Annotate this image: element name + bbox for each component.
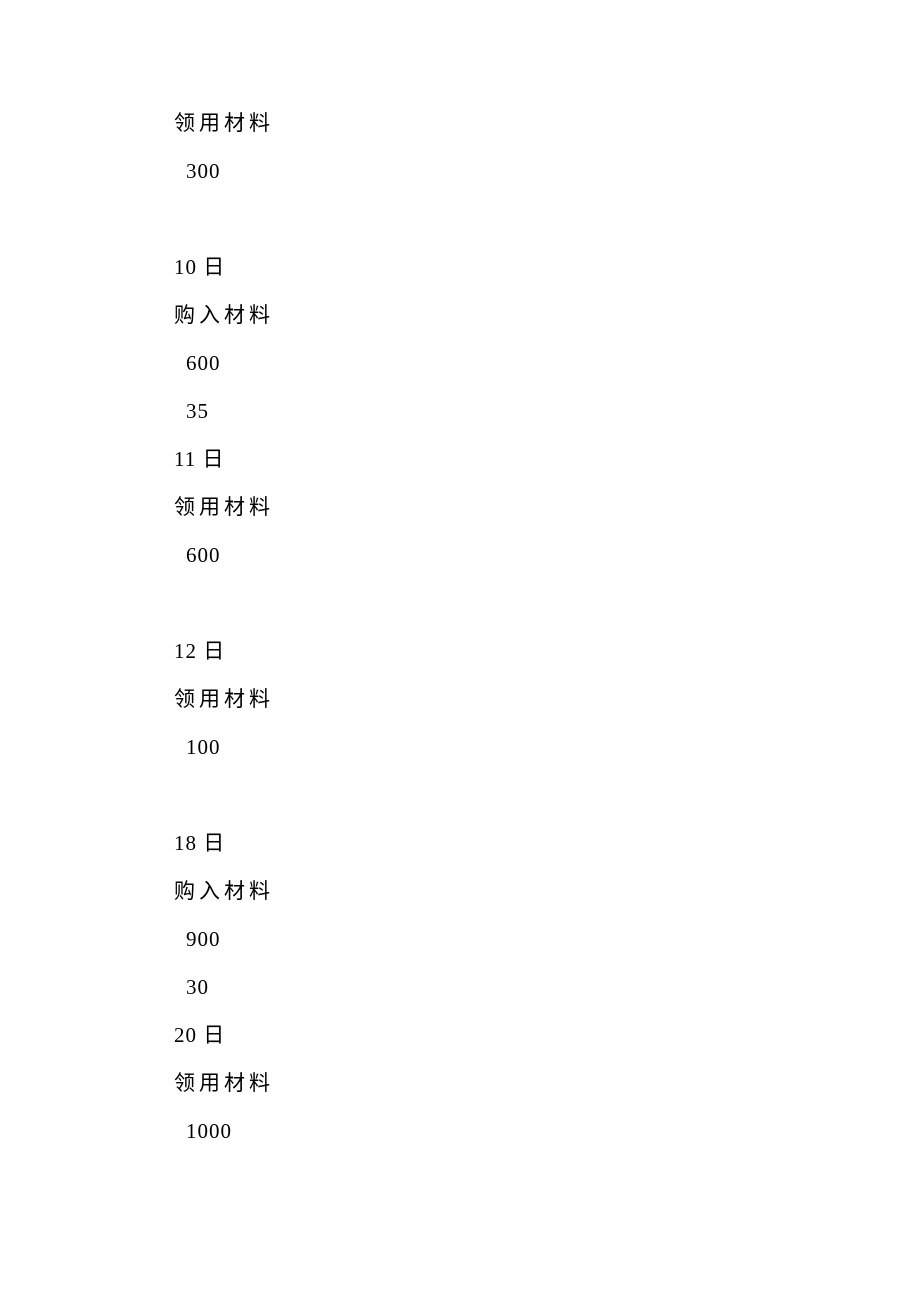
- text-line: 900: [174, 929, 754, 950]
- text-line: 11 日: [174, 449, 754, 470]
- blank-line: [174, 785, 754, 806]
- text-line: 35: [174, 401, 754, 422]
- text-line: 10 日: [174, 257, 754, 278]
- text-line: 1000: [174, 1121, 754, 1142]
- text-line: 购入材料: [174, 881, 754, 902]
- text-line: 购入材料: [174, 305, 754, 326]
- text-line: 20 日: [174, 1025, 754, 1046]
- text-line: 12 日: [174, 641, 754, 662]
- document-content: 领用材料 300 10 日 购入材料 600 35 11 日 领用材料 600 …: [174, 113, 754, 1169]
- text-line: 领用材料: [174, 1073, 754, 1094]
- text-line: 18 日: [174, 833, 754, 854]
- text-line: 领用材料: [174, 689, 754, 710]
- blank-line: [174, 593, 754, 614]
- text-line: 领用材料: [174, 497, 754, 518]
- text-line: 100: [174, 737, 754, 758]
- text-line: 300: [174, 161, 754, 182]
- text-line: 600: [174, 545, 754, 566]
- text-line: 600: [174, 353, 754, 374]
- text-line: 30: [174, 977, 754, 998]
- blank-line: [174, 209, 754, 230]
- text-line: 领用材料: [174, 113, 754, 134]
